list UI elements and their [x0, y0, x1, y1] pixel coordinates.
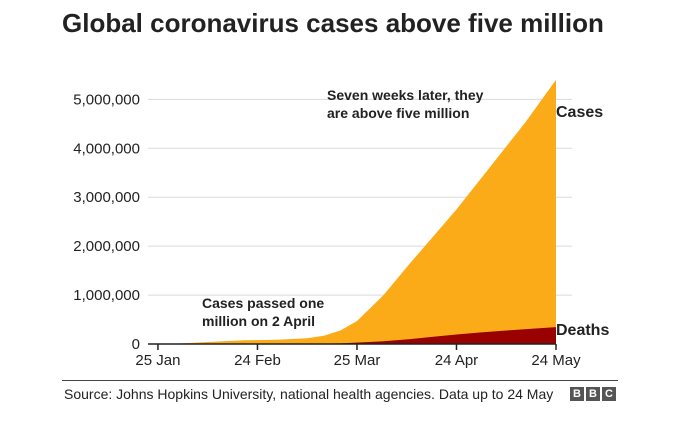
annotation-five-million-line-1: Seven weeks later, they — [327, 87, 484, 103]
series-label-cases: Cases — [556, 104, 603, 121]
bbc-logo-block: B — [586, 387, 600, 401]
x-axis: 25 Jan 24 Feb 25 Mar 24 Apr 24 May — [135, 343, 581, 369]
annotation-one-million-line-1: Cases passed one — [202, 295, 324, 311]
y-tick-label: 4,000,000 — [73, 140, 140, 157]
area-deaths — [148, 327, 556, 344]
annotation-five-million-line-2: are above five million — [327, 105, 469, 121]
y-tick-label: 0 — [132, 336, 140, 353]
area-cases — [148, 79, 556, 345]
y-tick-label: 2,000,000 — [73, 238, 140, 255]
bbc-logo: B B C — [570, 387, 616, 401]
source-note: Source: Johns Hopkins University, nation… — [64, 386, 554, 402]
annotation-one-million-line-2: million on 2 April — [202, 313, 315, 329]
x-tick-label: 24 Feb — [234, 352, 281, 369]
series-label-deaths: Deaths — [556, 322, 609, 339]
chart-title: Global coronavirus cases above five mill… — [62, 8, 604, 38]
x-tick-label: 24 Apr — [435, 352, 478, 369]
y-axis-ticks: 0 1,000,000 2,000,000 3,000,000 4,000,000 5,0… — [73, 91, 140, 353]
x-tick-label: 25 Jan — [135, 352, 180, 369]
footer: Source: Johns Hopkins University, nation… — [62, 380, 618, 402]
area-chart: 0 1,000,000 2,000,000 3,000,000 4,000,000 5,0… — [73, 79, 609, 369]
bbc-logo-block: B — [570, 387, 584, 401]
series-labels: Cases Deaths — [556, 104, 609, 339]
x-tick-label: 24 May — [531, 352, 581, 369]
y-tick-label: 5,000,000 — [73, 91, 140, 108]
annotations: Seven weeks later, they are above five m… — [202, 87, 484, 329]
y-tick-label: 1,000,000 — [73, 287, 140, 304]
y-tick-label: 3,000,000 — [73, 189, 140, 206]
bbc-logo-block: C — [602, 387, 616, 401]
x-tick-label: 25 Mar — [334, 352, 381, 369]
data-areas — [148, 79, 556, 345]
